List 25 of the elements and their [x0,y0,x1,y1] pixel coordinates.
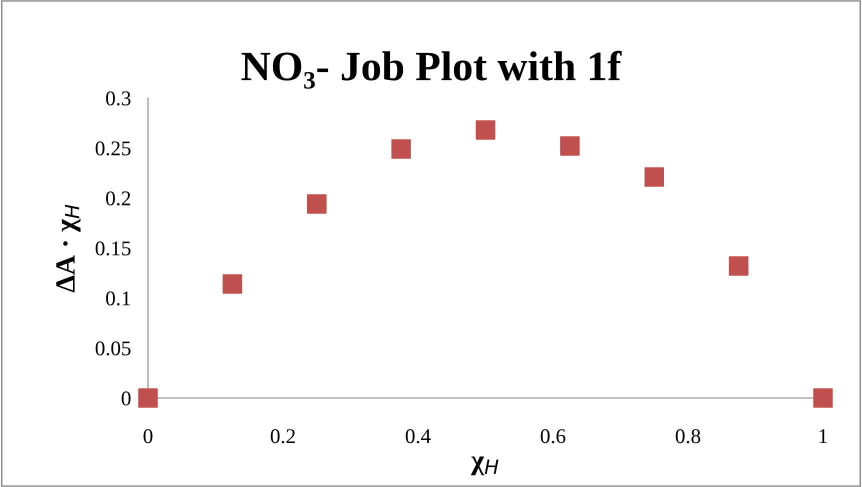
chart-title: NO₃- Job Plot with 1f [242,50,622,89]
y-tick-label: 0.1 [106,291,130,306]
point [138,388,158,408]
point [813,388,833,408]
y-tick-label: 0.3 [106,91,131,106]
point [644,167,664,187]
point [391,139,411,159]
x-tick-label: 0 [144,429,152,444]
y-tick-label: 0.15 [96,241,131,256]
x-tick-label: 1 [820,429,827,444]
point [222,274,242,294]
y-tick-label: 0 [122,391,131,406]
x-tick-label: 0.4 [406,429,431,444]
x-tick-label: 0.6 [540,429,566,444]
x-axis-title: χ$_{H}$ [471,456,498,476]
point [476,120,496,140]
point [307,194,326,214]
y-tick-label: 0.05 [96,341,131,356]
y-tick-label: 0.2 [106,191,130,206]
x-tick-label: 0.8 [676,429,700,444]
point [728,256,748,276]
x-tick-label: 0.2 [270,429,295,444]
y-axis-title: ΔA · χ$_{H}$ [56,204,81,292]
y-tick-label: 0.25 [96,141,131,156]
point [560,136,580,156]
